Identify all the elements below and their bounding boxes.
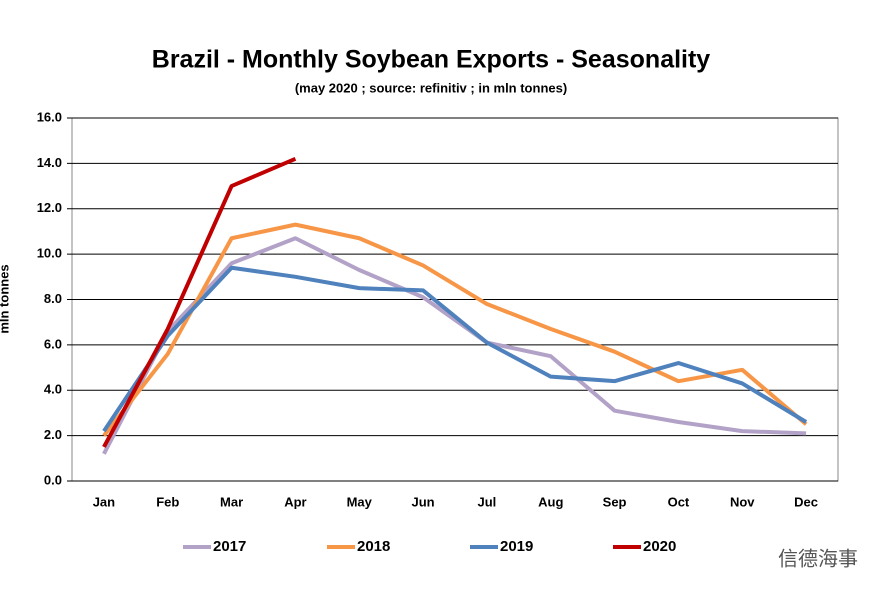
x-tick-label: Jan xyxy=(93,494,115,509)
x-tick-label: Feb xyxy=(156,494,179,509)
x-tick-label: Mar xyxy=(220,494,243,509)
x-tick-label: Apr xyxy=(284,494,306,509)
x-tick-label: Sep xyxy=(603,494,627,509)
y-tick-label: 2.0 xyxy=(44,427,62,442)
legend-label: 2018 xyxy=(357,538,390,555)
series-line xyxy=(102,156,297,448)
chart-subtitle: (may 2020 ; source: refinitiv ; in mln t… xyxy=(295,80,567,95)
x-tick-label: Aug xyxy=(538,494,563,509)
y-tick-label: 8.0 xyxy=(44,291,62,306)
x-tick-label: Jun xyxy=(412,494,435,509)
x-tick-label: Jul xyxy=(478,494,497,509)
y-axis-label: mln tonnes xyxy=(0,264,11,333)
legend-label: 2019 xyxy=(500,538,533,555)
y-tick-label: 12.0 xyxy=(37,200,62,215)
watermark: 信德海事 xyxy=(778,547,858,570)
y-tick-label: 4.0 xyxy=(44,382,62,397)
y-tick-label: 16.0 xyxy=(37,109,62,124)
x-tick-label: Dec xyxy=(794,494,818,509)
x-tick-label: Oct xyxy=(668,494,690,509)
chart-title: Brazil - Monthly Soybean Exports - Seaso… xyxy=(152,46,711,74)
x-tick-label: May xyxy=(347,494,373,509)
series-line xyxy=(102,236,807,455)
legend-label: 2017 xyxy=(213,538,246,555)
x-tick-label: Nov xyxy=(730,494,755,509)
series-line xyxy=(102,222,808,437)
y-tick-label: 10.0 xyxy=(37,246,62,261)
y-tick-label: 14.0 xyxy=(37,155,62,170)
legend-label: 2020 xyxy=(643,538,676,555)
y-tick-label: 6.0 xyxy=(44,336,62,351)
y-tick-label: 0.0 xyxy=(44,472,62,487)
series-line xyxy=(102,265,808,433)
